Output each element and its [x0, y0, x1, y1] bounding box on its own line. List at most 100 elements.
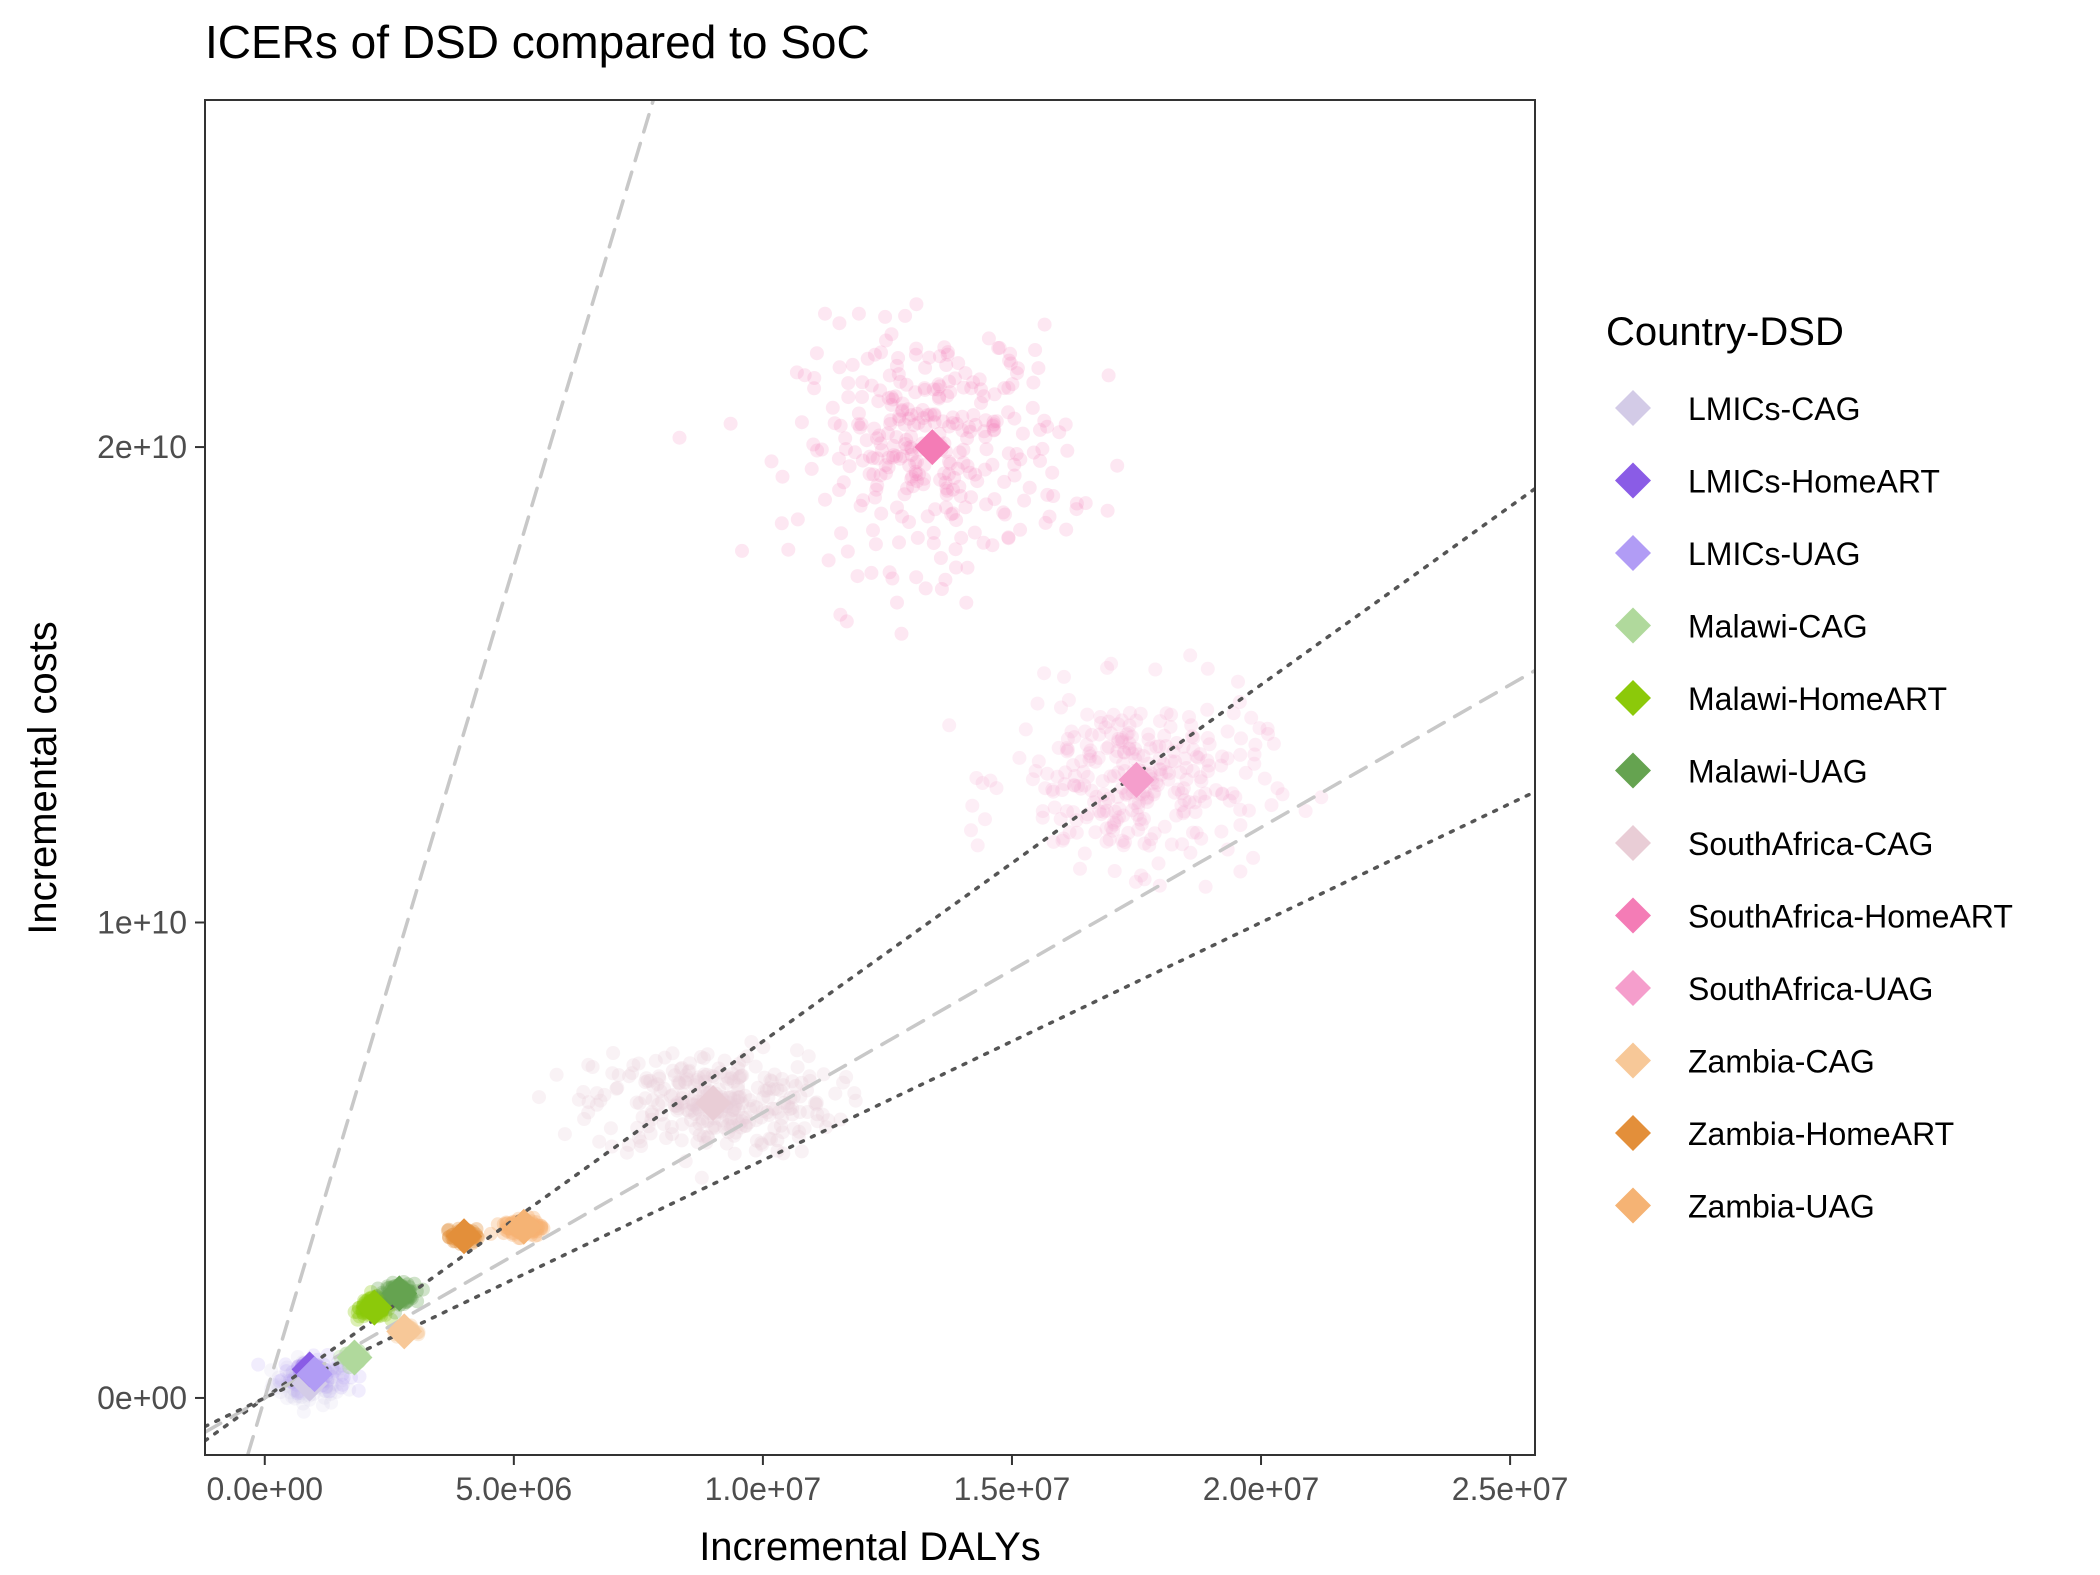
- data-point: [850, 569, 865, 584]
- data-point: [1047, 800, 1062, 815]
- data-point: [780, 1099, 795, 1114]
- data-point: [605, 1066, 620, 1081]
- data-point: [920, 509, 935, 524]
- data-point: [855, 375, 870, 390]
- data-point: [1152, 878, 1167, 893]
- mean-marker-zambia-uag: [505, 1208, 542, 1245]
- data-point: [927, 408, 942, 423]
- data-point: [1107, 815, 1121, 830]
- data-point: [756, 1090, 771, 1105]
- data-point: [1132, 812, 1147, 827]
- data-point: [631, 1056, 646, 1071]
- data-point: [1038, 781, 1053, 796]
- data-point: [889, 430, 904, 445]
- data-point: [688, 1121, 703, 1136]
- data-point: [886, 448, 901, 463]
- data-point: [1128, 752, 1143, 767]
- mean-marker-zambia-homeart: [446, 1218, 483, 1255]
- data-point: [315, 1398, 330, 1413]
- data-point: [1147, 826, 1162, 841]
- data-point: [1157, 819, 1172, 834]
- data-point: [1007, 457, 1022, 472]
- data-point: [678, 1075, 693, 1090]
- data-point: [665, 1063, 680, 1078]
- data-point: [1183, 845, 1198, 860]
- data-point: [937, 466, 952, 481]
- x-axis-title: Incremental DALYs: [699, 1525, 1041, 1569]
- data-point: [1104, 726, 1118, 741]
- data-point: [1122, 741, 1137, 756]
- data-point: [889, 358, 904, 373]
- data-point: [970, 838, 985, 853]
- data-point: [948, 371, 962, 386]
- data-point: [1028, 343, 1043, 357]
- series-points-southafrica-homeart: [672, 297, 1125, 641]
- data-point: [986, 414, 1001, 429]
- data-point: [740, 1049, 755, 1064]
- data-point: [1176, 781, 1191, 796]
- data-point: [735, 543, 749, 558]
- data-point: [983, 773, 998, 788]
- data-point: [792, 1105, 807, 1119]
- data-point: [1069, 502, 1084, 517]
- data-point: [842, 459, 857, 474]
- data-point: [1084, 783, 1099, 798]
- data-point: [1073, 861, 1087, 876]
- data-point: [657, 1050, 672, 1065]
- data-point: [1110, 744, 1125, 759]
- data-point: [1109, 749, 1124, 764]
- data-point: [1200, 661, 1215, 676]
- data-point: [1314, 790, 1329, 805]
- data-point: [904, 429, 918, 444]
- legend-item-malawi-uag: Malawi-UAG: [1615, 752, 1868, 790]
- data-point: [1107, 804, 1122, 819]
- data-point: [673, 1062, 688, 1077]
- data-point: [851, 406, 866, 421]
- data-point: [874, 345, 888, 360]
- data-point: [727, 1103, 742, 1117]
- data-point: [667, 1068, 682, 1083]
- data-point: [1164, 837, 1179, 852]
- data-point: [324, 1395, 339, 1410]
- data-point: [1015, 426, 1030, 441]
- data-point: [900, 481, 914, 496]
- data-point: [1234, 731, 1248, 746]
- data-point: [987, 422, 1002, 437]
- data-point: [886, 438, 901, 453]
- data-point: [997, 474, 1012, 489]
- data-point: [632, 1096, 647, 1111]
- data-point: [1215, 786, 1230, 801]
- data-point: [1118, 835, 1132, 850]
- data-point: [1122, 742, 1137, 757]
- data-point: [664, 1120, 679, 1134]
- data-point: [1035, 810, 1050, 825]
- data-point: [897, 417, 912, 432]
- data-point: [646, 1079, 661, 1094]
- data-point: [885, 450, 900, 465]
- data-point: [884, 397, 899, 412]
- data-point: [895, 403, 910, 417]
- data-point: [940, 388, 955, 403]
- data-point: [807, 371, 822, 385]
- data-point: [532, 1090, 546, 1105]
- data-point: [1096, 787, 1111, 802]
- data-point: [606, 1046, 621, 1060]
- data-point: [1215, 749, 1230, 764]
- data-point: [1202, 758, 1216, 773]
- y-axis-title: Incremental costs: [21, 621, 65, 934]
- data-point: [1151, 856, 1166, 871]
- data-point: [581, 1057, 596, 1072]
- x-axis: 0.0e+00 5.0e+06 1.0e+07 1.5e+07 2.0e+07 2.5e+…: [206, 1455, 1568, 1507]
- data-point: [960, 560, 975, 575]
- data-point: [981, 331, 996, 346]
- legend-label: SouthAfrica-CAG: [1688, 826, 1933, 862]
- data-point: [868, 490, 882, 505]
- data-point: [818, 492, 832, 507]
- data-point: [978, 413, 993, 428]
- data-point: [1264, 798, 1279, 813]
- data-point: [1054, 700, 1068, 715]
- data-point: [1040, 487, 1055, 502]
- x-tick-label: 2.5e+07: [1452, 1471, 1569, 1507]
- data-point: [1005, 377, 1020, 392]
- data-point: [490, 1217, 505, 1232]
